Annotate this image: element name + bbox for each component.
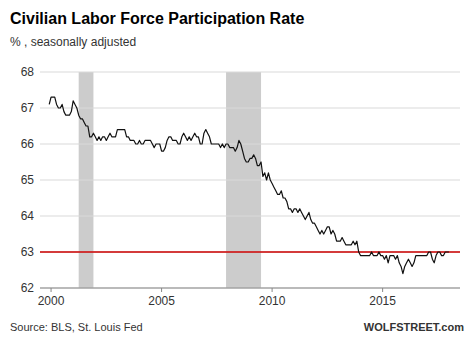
grid-line xyxy=(40,252,460,253)
y-tick-label: 64 xyxy=(21,209,35,223)
y-tick-label: 66 xyxy=(21,137,35,151)
subtitle: % , seasonally adjusted xyxy=(10,35,136,49)
y-grid xyxy=(40,72,460,288)
title: Civilian Labor Force Participation Rate xyxy=(10,10,304,27)
chart-container: Civilian Labor Force Participation Rate%… xyxy=(0,0,474,341)
y-tick-label: 65 xyxy=(21,173,35,187)
reference-line xyxy=(40,251,460,253)
grid-line xyxy=(40,108,460,109)
x-tick-label: 2010 xyxy=(259,294,286,308)
grid-line xyxy=(40,144,460,145)
y-tick-label: 63 xyxy=(21,245,35,259)
x-tick-label: 2015 xyxy=(369,294,396,308)
y-tick-label: 67 xyxy=(21,101,35,115)
x-tick xyxy=(272,288,273,292)
grid-line xyxy=(40,72,460,73)
x-tick-label: 2000 xyxy=(38,294,65,308)
grid-line xyxy=(40,216,460,217)
y-tick-label: 68 xyxy=(21,65,35,79)
x-axis-line xyxy=(40,288,460,289)
grid-line xyxy=(40,288,460,289)
x-tick xyxy=(382,288,383,292)
x-tick xyxy=(51,288,52,292)
source-right: WOLFSTREET.com xyxy=(364,321,464,333)
plot-lines xyxy=(40,97,460,273)
source-left: Source: BLS, St. Louis Fed xyxy=(10,321,143,333)
grid-line xyxy=(40,180,460,181)
x-tick xyxy=(161,288,162,292)
y-tick-label: 62 xyxy=(21,281,35,295)
data-line xyxy=(49,97,449,273)
chart-svg: Civilian Labor Force Participation Rate%… xyxy=(0,0,474,341)
x-tick-label: 2005 xyxy=(148,294,175,308)
